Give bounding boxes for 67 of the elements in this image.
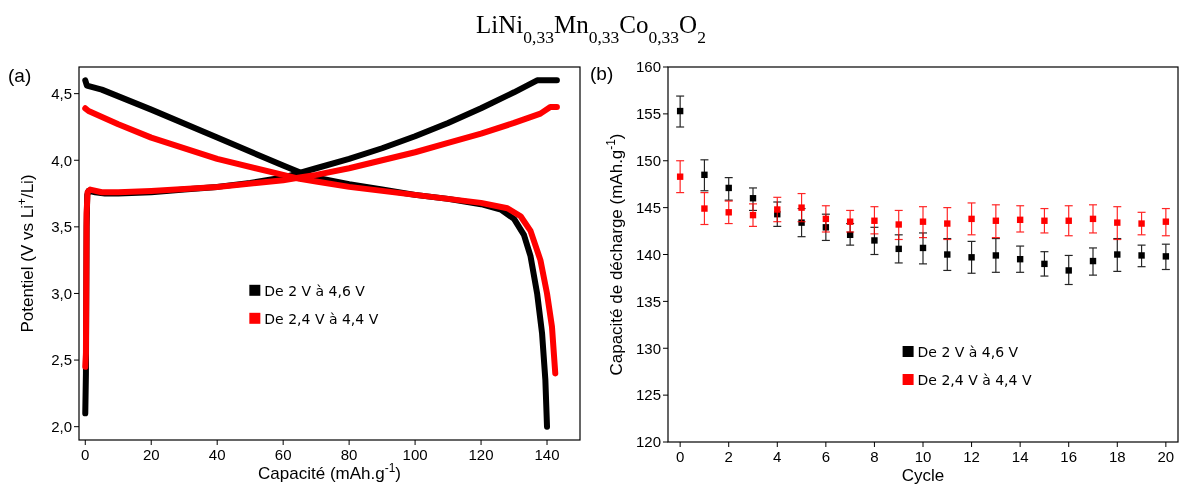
y-tick-label: 3,5	[51, 218, 72, 236]
point	[992, 252, 1000, 259]
point	[701, 171, 708, 179]
point	[1114, 219, 1121, 226]
y-tick-label: 155	[635, 105, 661, 123]
point	[919, 218, 927, 225]
x-tick-label: 20	[142, 446, 160, 463]
x-tick-label: 0	[675, 448, 685, 465]
x-tick-label: 100	[402, 446, 428, 463]
point	[846, 218, 854, 225]
y-tick-label: 135	[635, 292, 661, 310]
point	[701, 205, 708, 212]
point	[944, 251, 951, 258]
legend-label: De 2 V à 4,6 V	[917, 343, 1019, 360]
x-tick-label: 6	[821, 448, 831, 465]
point	[1138, 252, 1145, 259]
y-tick-label: 140	[635, 245, 661, 263]
x-tick-label: 16	[1060, 448, 1078, 465]
legend-label: De 2,4 V à 4,4 V	[264, 310, 379, 327]
x-tick-label: 40	[208, 446, 226, 463]
x-tick-label: 140	[534, 446, 560, 463]
x-tick-label: 2	[724, 448, 733, 465]
point	[1138, 220, 1145, 227]
y-tick-label: 3,0	[51, 284, 72, 302]
x-tick-label: 12	[963, 448, 980, 465]
x-tick-label: 10	[914, 448, 932, 465]
x-tick-label: 120	[468, 446, 494, 463]
x-axis-title: Capacité (mAh.g$^{-1}$)	[258, 461, 401, 483]
point	[1041, 260, 1048, 268]
text: (a)	[8, 65, 32, 86]
y-tick-label: 145	[635, 198, 661, 216]
legend-label: De 2 V à 4,6 V	[264, 282, 366, 299]
point	[871, 237, 878, 244]
point	[774, 206, 781, 213]
y-tick-label: 120	[635, 433, 661, 451]
y-tick-label: 160	[635, 58, 661, 76]
point	[895, 221, 902, 228]
x-tick-label: 60	[274, 446, 292, 463]
chart-title: LiNi$_{0,33}$Mn$_{0,33}$Co$_{0,33}$O$_{2}$	[476, 11, 706, 47]
y-tick-label: 2,0	[51, 417, 72, 435]
point	[1162, 218, 1170, 225]
point	[676, 173, 684, 180]
x-tick-label: 18	[1108, 448, 1126, 465]
point	[1162, 253, 1170, 260]
y-tick-label: 150	[635, 152, 661, 169]
legend-label: De 2,4 V à 4,4 V	[917, 371, 1032, 388]
point	[725, 209, 732, 216]
y-tick-label: 130	[635, 339, 661, 357]
x-tick-label: 8	[870, 448, 879, 465]
x-tick-label: 14	[1011, 448, 1029, 465]
x-tick-label: 4	[773, 448, 782, 465]
point	[944, 220, 951, 227]
x-axis-title: Cycle	[901, 466, 945, 485]
y-tick-label: 2,5	[51, 351, 72, 369]
point	[1041, 217, 1048, 224]
y-tick-label: 4,0	[51, 151, 72, 169]
x-tick-label: 80	[340, 446, 358, 463]
point	[1114, 251, 1121, 258]
point	[968, 215, 975, 223]
point	[968, 254, 975, 261]
text: (b)	[590, 63, 614, 84]
x-tick-label: 0	[81, 446, 90, 463]
point	[871, 217, 878, 224]
y-tick-label: 4,5	[51, 84, 72, 102]
x-tick-label: 20	[1157, 448, 1175, 465]
point	[1065, 267, 1072, 274]
y-tick-label: 125	[635, 386, 661, 404]
